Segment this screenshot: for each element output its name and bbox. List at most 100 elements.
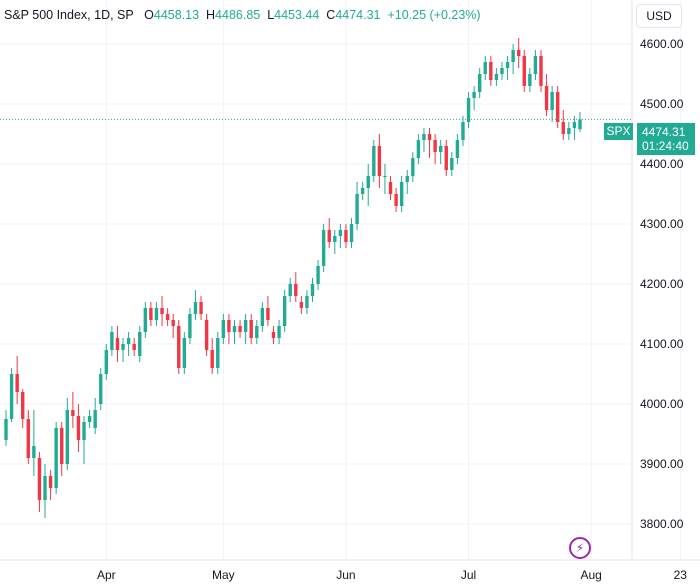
candle-body [282,296,287,326]
candle-body [21,392,25,419]
candle-body [154,308,159,320]
candle-body [182,338,187,368]
candle [149,302,153,326]
candle-body [87,416,92,422]
candle-body [288,284,292,296]
candle [138,326,142,362]
candle [277,320,281,344]
candle-body [99,374,103,404]
candle [193,290,198,320]
candle-body [221,320,226,338]
open-label: O [144,8,154,22]
y-tick-label: 3800.00 [640,517,684,531]
candle-body [216,338,220,368]
candle-body [305,296,309,308]
candle [383,164,387,194]
candle-body [578,119,582,130]
candle [165,308,170,326]
candle [528,68,532,92]
candle [321,224,326,272]
symbol-info: S&P 500 Index, 1D, SP [4,8,134,22]
symbol-tag: SPX [604,123,633,140]
candle-body [15,374,19,392]
candle-body [249,320,253,338]
candle-body [544,86,549,110]
x-tick-label: Apr [97,568,116,582]
lightning-bolt-icon[interactable]: ⚡ [569,537,591,559]
candle-body [32,446,36,458]
candle-body [238,326,242,332]
x-tick-label: 23 [674,568,688,582]
candle [60,422,64,476]
candle [567,122,571,140]
candle-body [349,224,354,242]
candle-body [204,320,209,350]
candle [394,188,398,212]
candle [15,356,19,404]
candle-body [399,182,404,206]
candle-body [143,308,148,332]
candle [143,302,148,338]
x-tick-label: May [212,568,235,582]
candle-body [271,332,276,338]
candle-body [422,134,426,140]
candle [126,332,131,356]
candle [37,452,42,512]
candle-body [472,92,476,98]
candle [177,320,181,374]
candle [416,134,421,164]
candle [349,218,354,248]
candle [255,320,259,344]
candle-body [104,350,109,374]
candle-body [377,146,382,176]
candle [71,392,75,428]
candle [477,68,482,98]
candle [516,38,521,68]
candle-body [333,236,337,242]
candle [204,314,209,356]
chart-legend: S&P 500 Index, 1D, SP O4458.13 H4486.85 … [4,8,481,22]
time-scale[interactable]: Apr May Jun Jul Aug 23 [97,568,687,582]
candle [54,422,58,494]
candle-body [115,338,120,350]
low-label: L [267,8,275,22]
currency-button[interactable]: USD [636,4,682,28]
candle [271,326,276,344]
candle [26,410,30,464]
candle [411,152,415,182]
candle [360,182,365,200]
candle-body [572,122,577,128]
candle-body [394,194,398,206]
candle [199,296,203,320]
last-price-tag: 4474.31 01:24:40 [637,123,695,155]
candle-body [483,62,487,74]
high-value: 4486.85 [215,8,261,22]
candle [288,278,292,302]
candle [48,470,53,500]
candle [43,464,47,518]
candle-body [37,458,42,500]
candle-body [383,176,387,177]
candle [466,92,471,128]
candle [422,128,426,152]
candle-body [366,176,370,188]
candle [344,224,348,248]
candle-body [528,74,532,86]
candle-body [294,284,298,296]
y-tick-label: 4200.00 [640,277,684,291]
candle-body [505,62,510,68]
candle-body [71,410,75,416]
candle [455,134,460,164]
candle-body [260,308,265,326]
candle [76,404,81,452]
candle [405,170,409,194]
candle-body [82,422,86,440]
candle-body [316,266,320,284]
price-scale[interactable]: 3800.00 3900.00 4000.00 4100.00 4200.00 4300.… [640,37,684,531]
candle [115,326,120,362]
candle-body [539,56,543,86]
candle-body [188,314,192,338]
candle-body [149,308,153,320]
candle [238,320,242,338]
